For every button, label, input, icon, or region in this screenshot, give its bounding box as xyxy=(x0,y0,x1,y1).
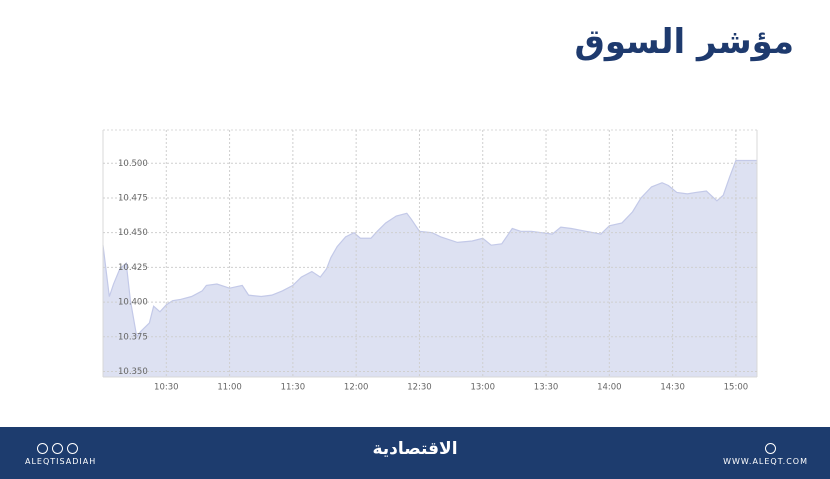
y-tick-label: 10.400 xyxy=(118,298,148,308)
x-tick-label: 13:30 xyxy=(534,383,559,393)
x-tick-label: 14:30 xyxy=(660,383,685,393)
web-icon xyxy=(765,439,780,458)
area xyxy=(103,160,757,377)
x-tick-label: 11:30 xyxy=(281,383,306,393)
y-tick-label: 10.350 xyxy=(118,367,148,377)
title: مؤشر السوق xyxy=(574,22,794,62)
y-tick-label: 10.475 xyxy=(118,193,148,203)
footer: ALEQTISADIAH الاقتصادية WWW.ALEQT.COM xyxy=(0,427,830,479)
x-tick-label: 12:00 xyxy=(344,383,369,393)
x-tick-label: 15:00 xyxy=(724,383,749,393)
y-tick-label: 10.450 xyxy=(118,228,148,238)
footer-handle: ALEQTISADIAH xyxy=(25,457,97,466)
footer-logo: الاقتصادية xyxy=(372,439,458,459)
chart: 10.350 10.375 10.400 10.425 10.450 10.475 10.5… xyxy=(102,129,758,393)
x-tick-label: 13:00 xyxy=(470,383,495,393)
y-tick-label: 10.500 xyxy=(118,159,148,169)
social-icons xyxy=(37,439,82,458)
footer-website: WWW.ALEQT.COM xyxy=(723,457,808,466)
x-tick-label: 10:30 xyxy=(154,383,179,393)
y-tick-label: 10.425 xyxy=(118,263,148,273)
x-tick-label: 14:00 xyxy=(597,383,622,393)
x-tick-label: 12:30 xyxy=(407,383,432,393)
x-tick-label: 11:00 xyxy=(217,383,242,393)
y-tick-label: 10.375 xyxy=(118,332,148,342)
